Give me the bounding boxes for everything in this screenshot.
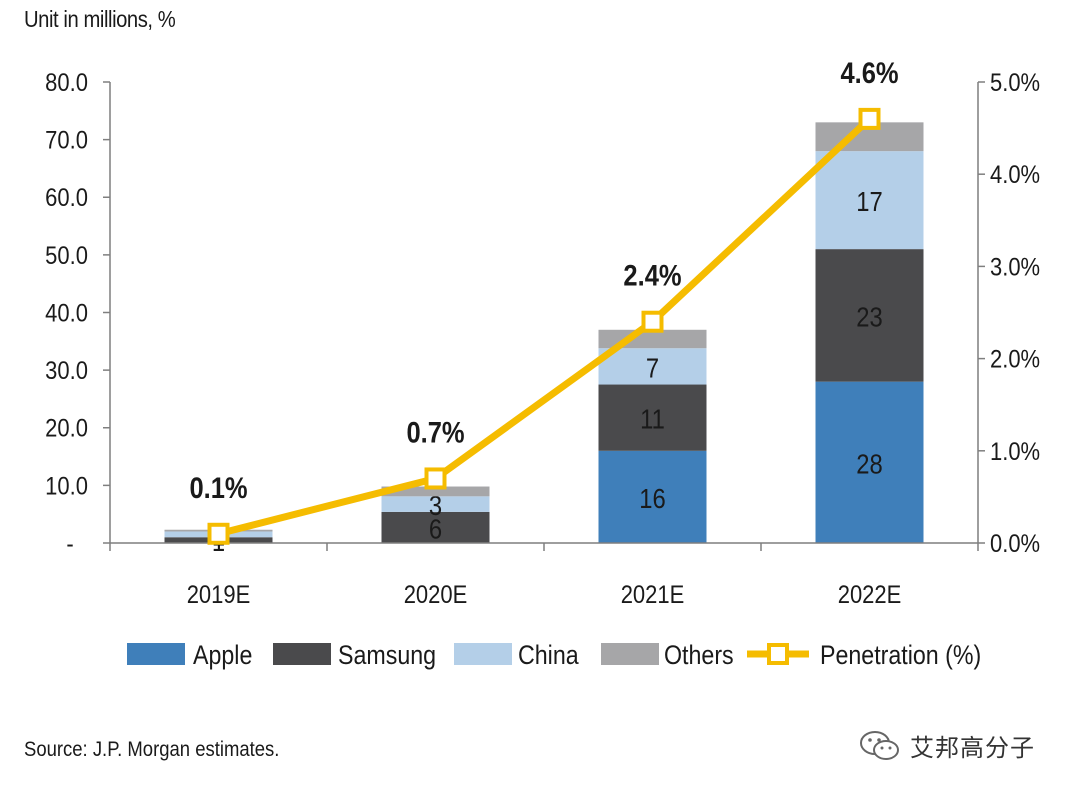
left-tick-label: 50.0 bbox=[45, 242, 88, 270]
unit-label: Unit in millions, % bbox=[24, 6, 176, 32]
x-axis: 2019E 2020E 2021E 2022E bbox=[109, 542, 979, 609]
penetration-marker bbox=[207, 522, 230, 545]
right-tick-label: 3.0% bbox=[990, 253, 1040, 281]
x-tick-label: 2021E bbox=[621, 581, 685, 609]
penetration-data-label: 4.6% bbox=[840, 56, 898, 89]
legend-label-samsung: Samsung bbox=[338, 640, 436, 670]
legend-swatch-samsung bbox=[273, 643, 331, 665]
left-axis: - 10.0 20.0 30.0 40.0 50.0 60.0 70.0 80.0 bbox=[45, 69, 111, 558]
bar-data-label: 7 bbox=[646, 352, 659, 384]
bar-others-2020e bbox=[381, 486, 490, 497]
legend-swatch-china bbox=[454, 643, 512, 665]
left-tick-label: 80.0 bbox=[45, 69, 88, 97]
left-tick-label: 30.0 bbox=[45, 357, 88, 385]
bar-data-label: 23 bbox=[856, 301, 882, 333]
x-tick-label: 2020E bbox=[404, 581, 468, 609]
left-tick-label: 40.0 bbox=[45, 299, 88, 327]
bar-data-label: 11 bbox=[640, 403, 665, 435]
bar-data-label: 17 bbox=[856, 185, 882, 217]
penetration-line: 0.1% 0.7% 2.4% 4.6% bbox=[189, 56, 899, 545]
penetration-data-label: 0.7% bbox=[406, 416, 464, 449]
bar-apple-2022e bbox=[815, 381, 924, 543]
right-tick-label: 1.0% bbox=[990, 438, 1040, 466]
bar-china-2021e bbox=[598, 348, 707, 385]
penetration-marker bbox=[641, 310, 664, 333]
legend-swatch-others bbox=[601, 643, 659, 665]
right-tick-label: 0.0% bbox=[990, 530, 1040, 558]
bar-china-2022e bbox=[815, 151, 924, 250]
left-tick-label: 70.0 bbox=[45, 126, 88, 154]
left-tick-label: 10.0 bbox=[45, 472, 88, 500]
bar-china-2020e bbox=[381, 496, 490, 512]
right-tick-label: 2.0% bbox=[990, 345, 1040, 373]
penetration-data-label: 0.1% bbox=[189, 471, 247, 504]
wechat-icon bbox=[860, 730, 899, 760]
penetration-marker bbox=[424, 467, 447, 490]
bar-data-label: 16 bbox=[639, 482, 665, 514]
watermark: 艾邦高分子 bbox=[858, 728, 1035, 763]
legend-label-penetration: Penetration (%) bbox=[820, 640, 981, 670]
legend-swatch-marker bbox=[767, 643, 789, 665]
legend-swatch-apple bbox=[127, 643, 185, 665]
x-tick-label: 2019E bbox=[187, 581, 251, 609]
penetration-data-label: 2.4% bbox=[623, 259, 681, 292]
bar-samsung-2022e bbox=[815, 249, 924, 382]
bar-data-label: 28 bbox=[856, 447, 882, 479]
legend-label-china: China bbox=[518, 640, 579, 670]
legend-label-apple: Apple bbox=[193, 640, 252, 670]
left-tick-label: 60.0 bbox=[45, 184, 88, 212]
right-tick-label: 4.0% bbox=[990, 161, 1040, 189]
x-tick-label: 2022E bbox=[838, 581, 902, 609]
bars: 116316117282317 bbox=[164, 122, 924, 558]
bar-apple-2021e bbox=[598, 450, 707, 543]
bar-samsung-2021e bbox=[598, 384, 707, 451]
watermark-text: 艾邦高分子 bbox=[910, 734, 1035, 762]
right-tick-label: 5.0% bbox=[990, 69, 1040, 97]
bar-data-label: 3 bbox=[429, 489, 442, 521]
right-axis: 0.0% 1.0% 2.0% 3.0% 4.0% 5.0% bbox=[977, 69, 1040, 558]
legend-label-others: Others bbox=[664, 640, 734, 670]
source-note: Source: J.P. Morgan estimates. bbox=[24, 738, 280, 761]
left-tick-label: - bbox=[66, 530, 73, 558]
bar-data-label: 6 bbox=[429, 513, 442, 545]
penetration-marker bbox=[858, 107, 881, 130]
legend: Apple Samsung China Others Penetration (%) bbox=[127, 640, 981, 670]
stacked-bar-line-chart: - 10.0 20.0 30.0 40.0 50.0 60.0 70.0 80.0 0.0% 1.… bbox=[45, 56, 1040, 670]
penetration-line-path bbox=[217, 116, 872, 538]
left-tick-label: 20.0 bbox=[45, 414, 88, 442]
bar-samsung-2020e bbox=[381, 511, 490, 543]
